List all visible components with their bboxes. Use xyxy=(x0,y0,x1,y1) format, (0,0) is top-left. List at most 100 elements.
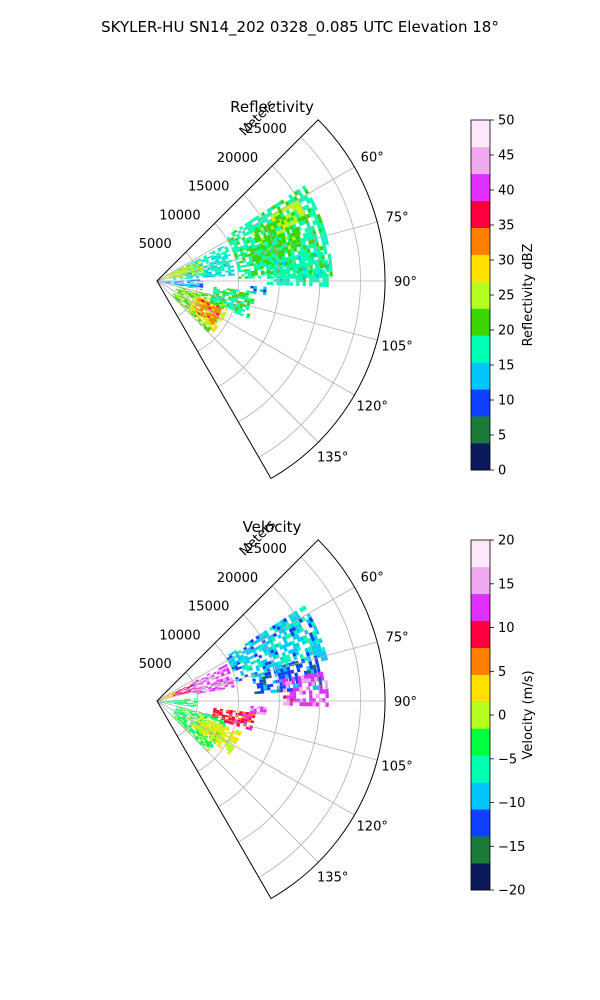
reflectivity-echo-cell xyxy=(236,311,241,316)
velocity-echo-cell xyxy=(282,688,287,693)
velocity-echo-cell xyxy=(322,698,326,703)
velocity-echo-cell xyxy=(178,692,182,694)
reflectivity-echo-cell xyxy=(201,305,206,308)
velocity-echo-cell xyxy=(219,720,224,723)
velocity-echo-cell xyxy=(176,714,180,717)
velocity-echo-cell xyxy=(233,649,238,654)
reflectivity-echo-cell xyxy=(179,287,183,289)
reflectivity-echo-cell xyxy=(270,282,274,286)
velocity-echo-cell xyxy=(182,722,186,725)
velocity-echo-cell xyxy=(176,718,180,722)
reflectivity-echo-cell xyxy=(303,249,308,254)
velocity-echo-cell xyxy=(292,652,297,657)
reflectivity-echo-cell xyxy=(164,281,168,283)
reflectivity-echo-cell xyxy=(164,281,168,282)
velocity-echo-cell xyxy=(308,632,314,638)
velocity-colorbar-segment xyxy=(471,647,490,675)
velocity-echo-cell xyxy=(310,673,314,678)
reflectivity-echo-cell xyxy=(224,246,228,250)
reflectivity-echo-cell xyxy=(233,310,238,314)
reflectivity-echo-cell xyxy=(295,213,300,219)
velocity-echo-cell xyxy=(248,727,253,731)
reflectivity-echo-cell xyxy=(221,255,225,259)
reflectivity-echo-cell xyxy=(245,290,250,294)
reflectivity-echo-cell xyxy=(237,267,241,271)
velocity-echo-cell xyxy=(195,679,199,682)
reflectivity-echo-cell xyxy=(175,276,179,278)
velocity-echo-cell xyxy=(225,676,230,680)
reflectivity-echo-cell xyxy=(249,260,254,264)
velocity-echo-cell xyxy=(250,661,255,665)
velocity-echo-cell xyxy=(291,680,296,685)
velocity-echo-cell xyxy=(199,681,204,684)
reflectivity-echo-cell xyxy=(183,284,187,286)
reflectivity-echo-cell xyxy=(208,272,212,275)
velocity-echo-cell xyxy=(301,605,307,611)
reflectivity-echo-cell xyxy=(187,294,191,297)
velocity-echo-cell xyxy=(206,681,211,684)
velocity-echo-cell xyxy=(177,690,181,693)
velocity-echo-cell xyxy=(195,736,199,740)
reflectivity-echo-cell xyxy=(202,303,206,307)
velocity-echo-cell xyxy=(192,734,196,738)
velocity-echo-cell xyxy=(272,655,277,660)
velocity-echo-cell xyxy=(175,708,179,711)
reflectivity-azimuth-spoke xyxy=(156,166,355,282)
reflectivity-echo-cell xyxy=(186,268,190,271)
velocity-echo-cell xyxy=(207,716,211,719)
reflectivity-echo-cell xyxy=(248,276,252,279)
velocity-echo-cell xyxy=(231,685,235,688)
velocity-echo-cell xyxy=(238,713,243,716)
reflectivity-echo-cell xyxy=(254,269,258,273)
reflectivity-echo-cell xyxy=(278,259,282,263)
velocity-echo-cell xyxy=(177,702,181,704)
velocity-echo-cell xyxy=(220,683,225,687)
velocity-echo-cell xyxy=(286,695,290,699)
velocity-echo-cell xyxy=(206,673,211,676)
velocity-echo-cell xyxy=(234,739,239,743)
reflectivity-echo-cell xyxy=(184,271,188,274)
velocity-echo-cell xyxy=(180,703,184,705)
reflectivity-echo-cell xyxy=(255,232,260,237)
reflectivity-echo-cell xyxy=(286,230,291,235)
velocity-echo-cell xyxy=(297,675,302,680)
reflectivity-echo-cell xyxy=(212,302,217,306)
reflectivity-echo-cell xyxy=(232,233,236,237)
velocity-echo-cell xyxy=(216,711,220,714)
reflectivity-echo-cell xyxy=(169,273,173,276)
reflectivity-echo-cell xyxy=(268,255,273,260)
reflectivity-echo-cell xyxy=(225,292,230,295)
velocity-echo-cell xyxy=(296,698,300,703)
reflectivity-echo-cell xyxy=(180,284,184,286)
velocity-echo-cell xyxy=(201,688,206,691)
reflectivity-echo-cell xyxy=(189,296,194,299)
reflectivity-echo-cell xyxy=(250,301,255,305)
reflectivity-echo-cell xyxy=(289,275,293,279)
velocity-echo-cell xyxy=(258,654,263,659)
velocity-range-ring xyxy=(217,614,280,808)
velocity-echo-cell xyxy=(279,645,284,650)
velocity-echo-cell xyxy=(278,675,283,680)
reflectivity-echo-cell xyxy=(180,285,184,287)
velocity-echo-cell xyxy=(226,678,230,681)
velocity-echo-cell xyxy=(197,726,201,730)
reflectivity-echo-cell xyxy=(285,268,290,272)
reflectivity-colorbar-label: Reflectivity dBZ xyxy=(521,244,536,347)
reflectivity-echo-cell xyxy=(280,216,285,222)
velocity-echo-cell xyxy=(195,723,199,727)
velocity-echo-cell xyxy=(187,687,191,690)
velocity-echo-cell xyxy=(245,666,250,670)
velocity-echo-cell xyxy=(238,730,242,735)
velocity-echo-cell xyxy=(218,686,222,689)
reflectivity-echo-cell xyxy=(189,275,193,277)
velocity-echo-cell xyxy=(229,677,233,681)
velocity-echo-cell xyxy=(312,625,318,631)
reflectivity-echo-cell xyxy=(184,298,189,302)
velocity-echo-cell xyxy=(298,663,303,668)
reflectivity-echo-cell xyxy=(236,263,241,267)
reflectivity-echo-cell xyxy=(262,259,267,264)
reflectivity-echo-cell xyxy=(169,273,173,275)
reflectivity-echo-cell xyxy=(242,292,246,295)
reflectivity-echo-cell xyxy=(197,299,201,303)
velocity-echo-cell xyxy=(309,665,314,670)
